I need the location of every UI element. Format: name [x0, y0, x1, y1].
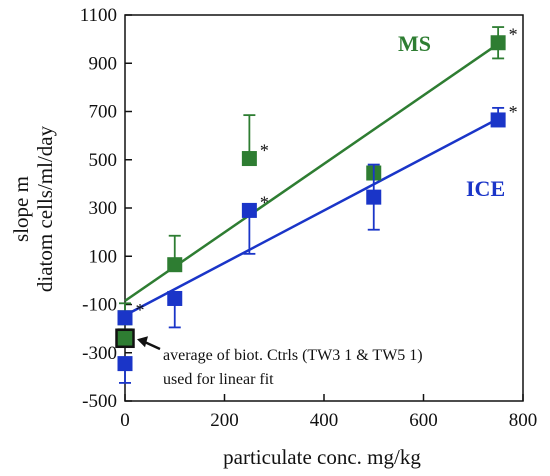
plot-frame — [124, 14, 524, 402]
significance-star: * — [260, 192, 269, 212]
data-point-ice — [117, 310, 133, 326]
y-tick-label: -300 — [82, 343, 117, 364]
data-point-ice — [490, 112, 506, 128]
data-point-ms — [241, 151, 257, 167]
significance-star: * — [136, 300, 145, 320]
data-point-ice — [117, 356, 133, 372]
x-tick-label: 800 — [509, 410, 538, 431]
x-axis-title: particulate conc. mg/kg — [223, 445, 421, 469]
y-tick-label: 900 — [89, 53, 118, 74]
y-tick-label: 500 — [89, 150, 118, 171]
control-average-point — [115, 328, 135, 349]
y-tick-label: 100 — [89, 246, 118, 267]
x-tick-label: 600 — [409, 410, 438, 431]
y-tick-label: 300 — [89, 198, 118, 219]
data-point-ms — [490, 35, 506, 51]
data-point-ms — [167, 257, 183, 273]
data-point-ice — [167, 290, 183, 306]
significance-star: * — [260, 141, 269, 161]
annotation-arrow-head — [137, 336, 148, 348]
data-point-ice — [366, 189, 382, 205]
fit-line-ice — [124, 117, 499, 317]
series-label-ice: ICE — [466, 176, 505, 201]
annotation-line1: average of biot. Ctrls (TW3 1 & TW5 1) — [163, 347, 423, 364]
data-point-ice — [241, 202, 257, 218]
significance-star: * — [509, 102, 518, 122]
series-label-ms: MS — [398, 31, 431, 56]
fit-line-ms — [124, 42, 499, 302]
y-axis-title-line2: diatom cells/ml/day — [33, 125, 57, 292]
x-tick-label: 200 — [210, 410, 239, 431]
y-tick-label: 700 — [89, 102, 118, 123]
y-axis-title-line1: slope m — [9, 176, 33, 242]
significance-star: * — [509, 25, 518, 45]
x-tick-label: 0 — [120, 410, 130, 431]
annotation-line2: used for linear fit — [163, 371, 274, 388]
y-tick-label: 1100 — [80, 5, 117, 26]
y-tick-label: -500 — [82, 391, 117, 412]
plot-area: -500 -300 -100 100 300 500 700 900 1100 0 200 400 60… — [80, 5, 538, 431]
y-tick-label: -100 — [82, 295, 117, 316]
x-tick-label: 400 — [310, 410, 339, 431]
